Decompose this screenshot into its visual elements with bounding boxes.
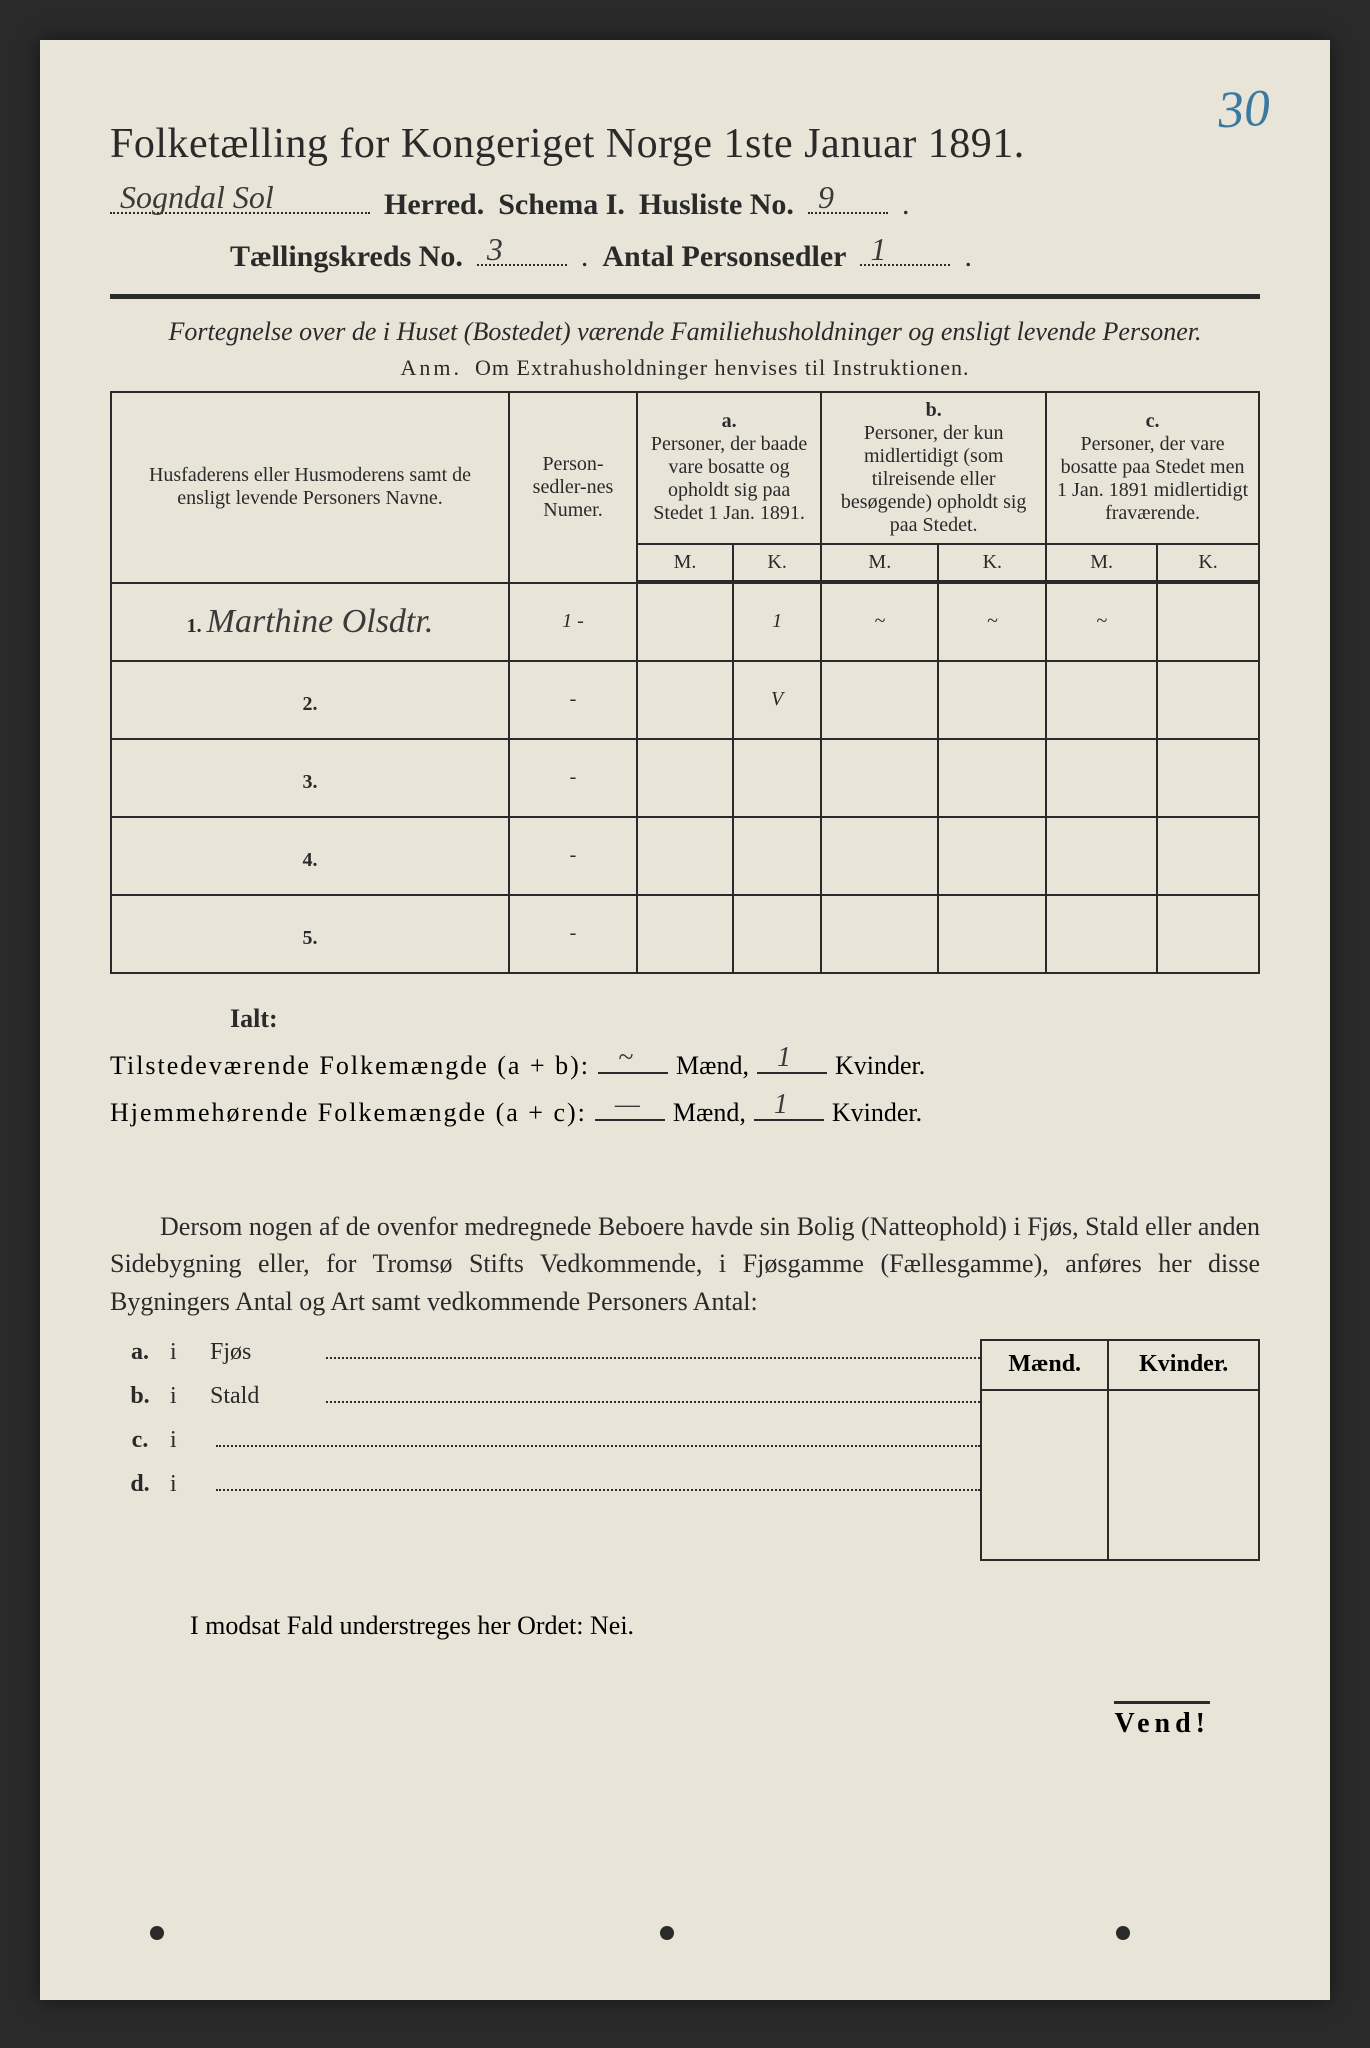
husliste-field: 9 [808, 184, 888, 214]
page-number-handwritten: 30 [1216, 79, 1271, 141]
col-a-m: M. [637, 544, 733, 581]
mk-k-header: Kvinder. [1108, 1340, 1259, 1390]
col-numer: Person-sedler-nes Numer. [509, 392, 637, 583]
sum2-kvinder: Kvinder. [832, 1098, 922, 1128]
sum1-label: Tilstedeværende Folkemængde (a + b): [110, 1051, 590, 1081]
herred-label: Herred. [384, 188, 484, 222]
main-table: Husfaderens eller Husmoderens samt de en… [110, 391, 1260, 974]
rule-1 [110, 294, 1260, 299]
table-row: 2. - V [111, 661, 1259, 739]
vend-footer: Vend! [110, 1701, 1260, 1740]
hole-mark-3 [1116, 1926, 1130, 1940]
anm-prefix: Anm. [401, 355, 463, 380]
sum-line-2: Hjemmehørende Folkemængde (a + c): — Mæn… [110, 1095, 1260, 1128]
kreds-handwriting: 3 [487, 231, 503, 268]
col-c-m: M. [1046, 544, 1157, 581]
col-c-top: c.Personer, der vare bosatte paa Stedet … [1046, 392, 1259, 544]
col-b-k: K. [938, 544, 1046, 581]
vend-text: Vend! [1114, 1701, 1210, 1740]
antal-label: Antal Personsedler [602, 240, 846, 274]
schema-label: Schema I. [498, 188, 625, 222]
sum1-kvinder: Kvinder. [835, 1051, 925, 1081]
building-section: a. i Fjøs b. i Stald c. i d. i [110, 1339, 1260, 1561]
census-form-page: 30 Folketælling for Kongeriget Norge 1st… [40, 40, 1330, 2000]
husliste-handwriting: 9 [818, 179, 834, 216]
table-row: 1. Marthine Olsdtr. 1 - 1 ~ ~ ~ [111, 583, 1259, 661]
anm-note: Anm. Om Extrahusholdninger henvises til … [110, 355, 1260, 381]
kreds-label: Tællingskreds No. [230, 240, 463, 274]
nei-line: I modsat Fald understreges her Ordet: Ne… [110, 1611, 1260, 1641]
col-names: Husfaderens eller Husmoderens samt de en… [111, 392, 509, 583]
mk-m-header: Mænd. [981, 1340, 1108, 1390]
col-b-m: M. [821, 544, 938, 581]
header-row-2: Tællingskreds No. 3 . Antal Personsedler… [230, 236, 1260, 274]
sum2-k-field: 1 [754, 1095, 824, 1121]
col-b-top: b.Personer, der kun midlertidigt (som ti… [821, 392, 1046, 544]
table-row: 3. - [111, 739, 1259, 817]
anm-text: Om Extrahusholdninger henvises til Instr… [475, 355, 969, 380]
herred-field: Sogndal Sol [110, 184, 370, 214]
table-row: 5. - [111, 895, 1259, 973]
antal-handwriting: 1 [870, 231, 886, 268]
subtitle-description: Fortegnelse over de i Huset (Bostedet) v… [110, 315, 1260, 349]
col-a-top: a.Personer, der baade vare bosatte og op… [637, 392, 821, 544]
col-c-k: K. [1157, 544, 1259, 581]
abcd-row-c: c. i [110, 1427, 980, 1471]
dersom-paragraph: Dersom nogen af de ovenfor medregnede Be… [110, 1208, 1260, 1321]
sum2-maend: Mænd, [673, 1098, 746, 1128]
abcd-list: a. i Fjøs b. i Stald c. i d. i [110, 1339, 980, 1561]
kreds-field: 3 [477, 236, 567, 266]
sum1-m-field: ~ [598, 1048, 668, 1074]
abcd-row-b: b. i Stald [110, 1383, 980, 1427]
sum1-maend: Mænd, [676, 1051, 749, 1081]
main-title: Folketælling for Kongeriget Norge 1ste J… [110, 120, 1260, 168]
antal-field: 1 [860, 236, 950, 266]
col-a-k: K. [733, 544, 821, 581]
sum-line-1: Tilstedeværende Folkemængde (a + b): ~ M… [110, 1048, 1260, 1081]
sum2-label: Hjemmehørende Folkemængde (a + c): [110, 1098, 587, 1128]
herred-handwriting: Sogndal Sol [120, 179, 274, 216]
hole-mark-1 [150, 1926, 164, 1940]
table-row: 4. - [111, 817, 1259, 895]
sum1-k-field: 1 [757, 1048, 827, 1074]
header-row-1: Sogndal Sol Herred. Schema I. Husliste N… [110, 184, 1260, 222]
hole-mark-2 [660, 1926, 674, 1940]
abcd-row-a: a. i Fjøs [110, 1339, 980, 1383]
husliste-label: Husliste No. [639, 188, 794, 222]
sum2-m-field: — [595, 1095, 665, 1121]
ialt-label: Ialt: [230, 1004, 1260, 1034]
mk-table: Mænd. Kvinder. [980, 1339, 1260, 1561]
abcd-row-d: d. i [110, 1471, 980, 1515]
